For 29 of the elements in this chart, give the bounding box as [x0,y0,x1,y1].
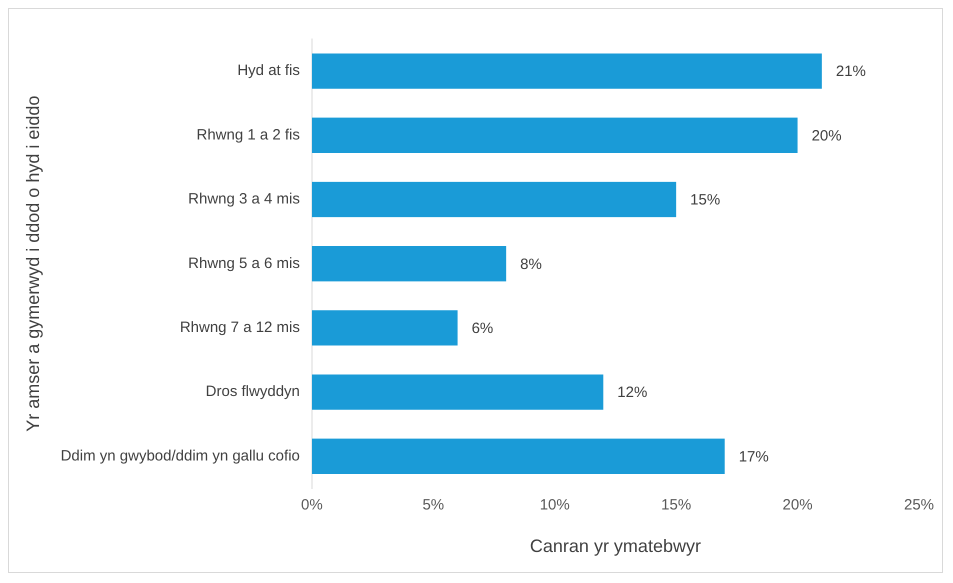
bar [312,374,604,410]
bar [312,118,798,153]
data-label: 8% [520,256,542,273]
y-tick-label: Rhwng 7 a 12 mis [180,319,300,336]
y-tick-label: Dros flwyddyn [206,383,300,400]
y-axis-title: Yr amser a gymerwyd i ddod o hyd i eiddo [22,96,43,432]
x-tick-label: 0% [301,496,323,514]
x-tick-label: 10% [540,496,570,514]
bar [312,310,458,346]
bar [312,53,822,89]
y-tick-label: Rhwng 3 a 4 mis [188,190,300,208]
x-axis-title: Canran yr ymatebwyr [530,536,701,556]
data-label: 20% [812,127,842,144]
bar [312,182,676,218]
x-tick-label: 15% [661,496,692,514]
data-label: 17% [738,448,769,466]
data-label: 12% [617,384,648,402]
y-tick-label: Hyd at fis [237,62,300,80]
bar [312,438,725,474]
x-tick-label: 25% [904,496,934,514]
data-label: 15% [690,192,720,209]
y-tick-label: Rhwng 1 a 2 fis [196,126,300,144]
data-label: 21% [836,63,866,80]
y-tick-label: Rhwng 5 a 6 mis [188,254,300,272]
y-tick-label: Ddim yn gwybod/ddim yn gallu cofio [60,447,300,464]
x-tick-label: 5% [422,496,444,514]
data-label: 6% [472,320,494,338]
bar [312,246,506,282]
x-tick-label: 20% [782,496,813,514]
